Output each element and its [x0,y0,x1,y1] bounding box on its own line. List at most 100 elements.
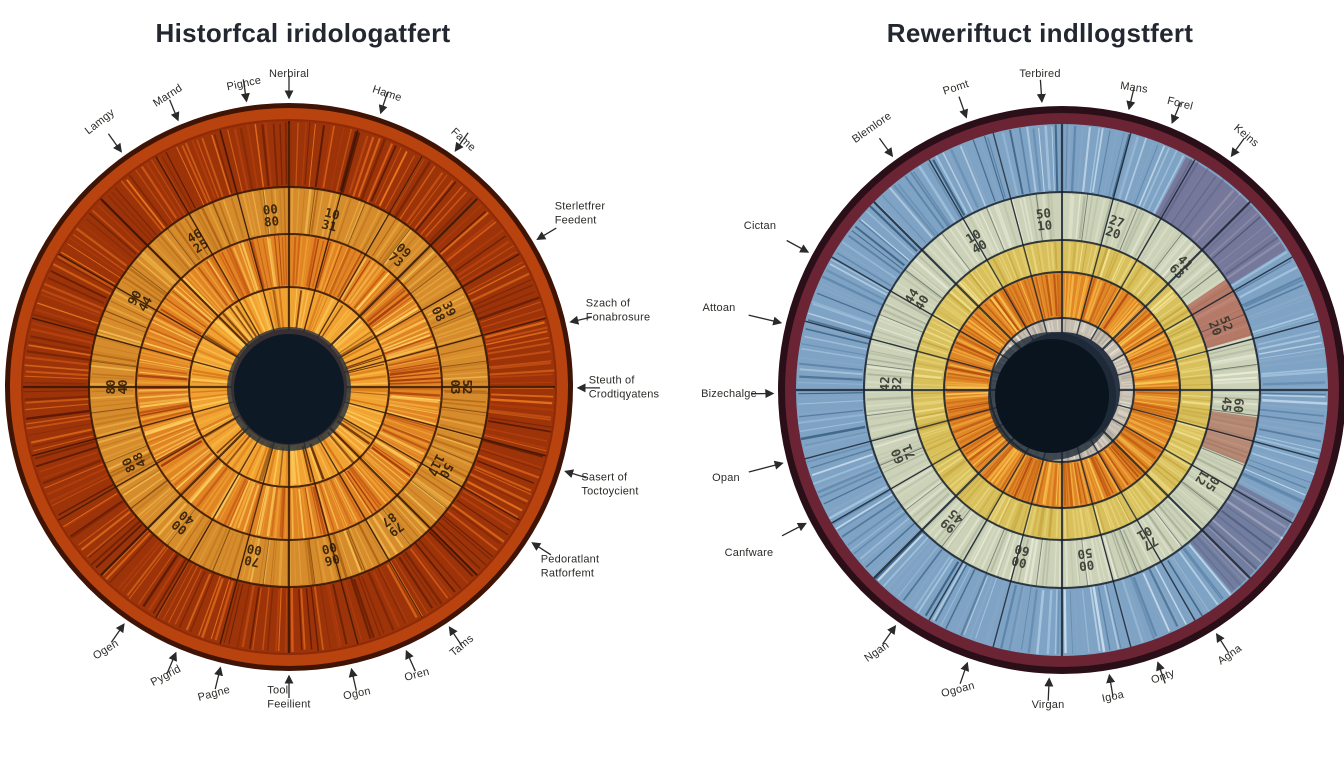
label-arrow [240,79,250,103]
label-arrow [958,96,969,119]
bizechalge-label: Bizechalge [701,387,757,400]
svg-text:0050: 0050 [1076,545,1095,574]
label-arrow [110,623,125,643]
ring-number: 0050 [1076,545,1095,574]
label-arrow [536,227,557,240]
svg-text:8040: 8040 [103,379,130,394]
label-arrow [781,522,807,537]
svg-text:8048: 8048 [119,450,150,475]
ring-number: 2720 [1104,212,1127,242]
svg-text:3908: 3908 [429,299,460,324]
sterletfrer-feedent-label: Sterletfrer Feedent [554,200,606,227]
szach-of-fonabrosure-label: Szach of Fonabrosure [585,297,651,324]
cictan-label: Cictan [743,219,777,232]
label-arrow [448,626,463,646]
terbired-label: Terbired [1019,67,1061,80]
ring-number: 8040 [103,379,130,394]
label-arrow [454,132,469,152]
ring-number: 4440 [901,286,932,313]
label-arrow [168,99,180,122]
ring-number: 9044 [124,287,155,314]
svg-text:7701: 7701 [1134,523,1161,554]
ring-number: 5010 [1035,205,1053,233]
svg-text:0060: 0060 [1010,541,1031,571]
svg-text:0973: 0973 [385,240,414,270]
ring-number: 5203 [448,379,475,394]
svg-text:6045: 6045 [1219,396,1247,413]
ring-number: 3908 [429,299,460,324]
svg-text:2720: 2720 [1104,212,1127,242]
label-arrow [214,666,223,690]
canfware-label: Canfware [724,546,774,559]
ring-number: 0512 [1192,467,1223,494]
label-arrows-layer [107,76,1245,701]
svg-text:4232: 4232 [877,376,905,392]
svg-text:1040: 1040 [963,226,990,257]
label-arrow [1126,87,1136,111]
left-chart-title: Historfcal iridologatfert [155,18,451,48]
label-arrow [1044,677,1054,701]
label-arrow [1036,79,1046,104]
ring-number: 1031 [320,205,341,235]
label-arrow [878,137,894,158]
label-arrow [1106,673,1116,697]
label-arrow [1170,102,1182,125]
ring-number: 0080 [262,201,280,229]
ring-number: 6045 [1219,396,1247,413]
attoan-label: Attoan [702,301,736,314]
label-arrow [107,133,122,153]
tool-feeilient-label: Tool Feeilient [267,684,311,711]
right-chart-title: Reweriftuct indllogstfert [886,18,1194,48]
svg-text:0600: 0600 [320,539,341,569]
svg-text:9945: 9945 [937,506,966,536]
label-arrow [1230,137,1245,158]
label-arrow [405,649,416,672]
svg-text:0080: 0080 [262,201,280,229]
ring-number: 4625 [184,225,211,256]
svg-text:6071: 6071 [888,442,919,466]
ring-number: 1040 [963,226,990,257]
ring-number: 9945 [937,506,966,536]
virgan-label: Virgan [1031,698,1065,711]
label-arrow [959,661,970,685]
svg-text:7987: 7987 [379,509,407,540]
ring-number: 5220 [1206,314,1237,338]
svg-text:4625: 4625 [184,225,211,256]
pedoratlant-ratforfemt-label: Pedoratlant Ratforfemt [540,553,600,580]
label-arrow [348,667,358,691]
ring-number: 8048 [119,450,150,475]
label-arrow [564,469,587,479]
ring-number: 7000 [243,541,263,571]
label-arrow [748,460,784,473]
label-arrow [569,315,593,325]
nerbiral-label: Nerbiral [268,67,310,80]
ring-number: 0600 [320,539,341,569]
steuth-of-crodtiqyatens-label: Steuth of Crodtiqyatens [588,374,660,401]
ring-number: 7701 [1134,523,1161,554]
svg-text:5203: 5203 [448,379,475,394]
sasert-of-toctoycient-label: Sasert of Toctoycient [581,471,639,498]
ring-number: 0040 [169,508,197,539]
ring-number: 6071 [888,442,919,466]
opan-label: Opan [712,471,740,484]
svg-text:5220: 5220 [1206,314,1237,338]
label-arrow [1215,632,1230,654]
label-arrow [531,542,552,556]
ring-number: 0973 [385,240,414,270]
label-arrow [166,651,177,674]
svg-text:5010: 5010 [1035,205,1053,233]
svg-text:9044: 9044 [124,287,155,314]
label-arrow [1156,661,1166,684]
svg-text:0512: 0512 [1192,467,1223,494]
label-arrow [748,314,783,326]
label-arrow [882,624,897,645]
label-arrow [786,239,810,253]
ring-number: 0060 [1010,541,1031,571]
svg-text:4440: 4440 [901,286,932,313]
svg-text:1031: 1031 [320,205,341,235]
